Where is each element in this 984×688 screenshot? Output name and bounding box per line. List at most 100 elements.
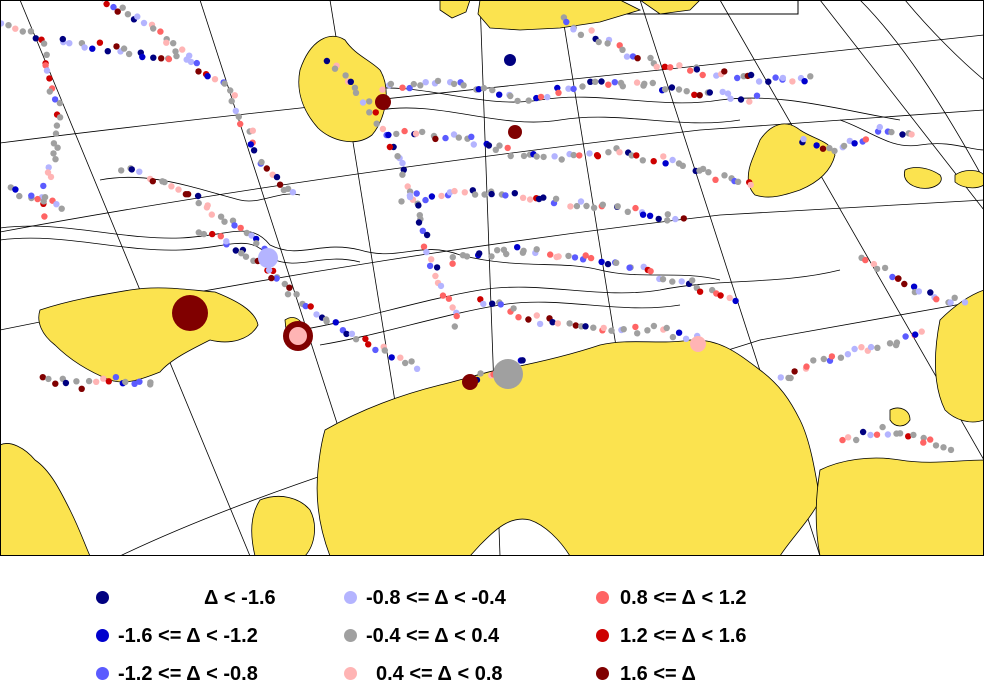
- kolguev-land: [889, 407, 911, 427]
- observation-point: [56, 114, 64, 121]
- observation-point: [46, 88, 53, 95]
- observation-point: [555, 89, 562, 97]
- observation-point: [237, 224, 244, 232]
- observation-point: [789, 78, 796, 85]
- observation-point: [39, 374, 46, 381]
- observation-point: [412, 130, 420, 137]
- observation-point: [394, 153, 401, 160]
- greenland-land: [439, 0, 471, 19]
- observation-point: [342, 72, 349, 79]
- observation-point: [19, 28, 26, 35]
- observation-point: [496, 142, 503, 149]
- observation-point: [577, 31, 585, 38]
- observation-point: [247, 141, 254, 148]
- observation-point: [647, 54, 654, 62]
- observation-point: [204, 73, 211, 80]
- observation-point: [488, 190, 495, 198]
- observation-point: [373, 120, 380, 127]
- observation-point: [289, 189, 297, 196]
- observation-point: [746, 98, 753, 105]
- observation-point: [717, 292, 724, 299]
- observation-point: [619, 46, 626, 53]
- observation-point: [747, 181, 754, 189]
- observation-point: [399, 84, 406, 91]
- observation-point: [128, 166, 135, 173]
- observation-point: [113, 43, 120, 50]
- observation-point: [587, 78, 594, 86]
- observation-point: [616, 149, 623, 156]
- observation-point: [905, 433, 912, 440]
- observation-point: [699, 165, 707, 173]
- observation-point: [352, 89, 360, 97]
- observation-point: [81, 44, 88, 51]
- observation-point: [228, 97, 235, 105]
- svalbard-land: [954, 170, 984, 189]
- observation-point: [40, 40, 48, 47]
- observation-point: [620, 326, 627, 333]
- observation-point: [413, 365, 421, 372]
- map-canvas[interactable]: [0, 0, 984, 556]
- observation-point: [258, 158, 265, 166]
- station-marker: [690, 336, 706, 352]
- observation-point: [619, 83, 626, 90]
- observation-point: [567, 203, 574, 210]
- observation-point: [503, 250, 510, 258]
- observation-point: [536, 320, 544, 328]
- observation-point: [520, 247, 527, 254]
- observation-point: [387, 80, 395, 88]
- observation-point: [683, 88, 690, 95]
- observation-point: [510, 305, 517, 312]
- observation-point: [480, 300, 487, 308]
- observation-point: [514, 244, 521, 251]
- observation-point: [732, 297, 739, 305]
- observation-point: [96, 39, 104, 46]
- observation-point: [540, 194, 547, 201]
- observation-point: [633, 79, 641, 86]
- observation-point: [93, 378, 100, 385]
- observation-point: [423, 231, 431, 239]
- observation-point: [573, 202, 581, 210]
- observation-point: [515, 314, 522, 321]
- observation-point: [249, 127, 256, 134]
- legend-label: Δ < -1.6: [204, 587, 276, 609]
- observation-point: [672, 215, 679, 223]
- observation-point: [307, 303, 314, 310]
- observation-point: [172, 48, 179, 55]
- observation-point: [644, 327, 651, 334]
- observation-point: [41, 213, 48, 220]
- legend-label: 0.4 <= Δ < 0.8: [376, 663, 503, 685]
- observation-point: [124, 11, 132, 18]
- observation-point: [66, 40, 73, 47]
- observation-point: [706, 89, 713, 96]
- observation-point: [583, 202, 590, 210]
- observation-point: [662, 160, 669, 167]
- observation-point: [237, 120, 244, 128]
- observation-point: [901, 280, 908, 288]
- observation-point: [398, 198, 405, 205]
- kola-land: [815, 457, 984, 556]
- observation-point: [791, 368, 798, 375]
- svalbard-land: [747, 123, 836, 198]
- observation-point: [449, 254, 456, 261]
- observation-point: [419, 128, 426, 136]
- observation-point: [386, 143, 394, 151]
- observation-point: [772, 74, 779, 81]
- observation-point: [626, 264, 633, 271]
- observation-point: [442, 134, 449, 142]
- observation-point: [284, 291, 292, 298]
- observation-point: [385, 131, 392, 139]
- observation-point: [362, 335, 369, 343]
- station-marker: [172, 295, 208, 331]
- observation-point: [200, 230, 208, 238]
- observation-point: [719, 88, 726, 96]
- observation-point: [884, 431, 892, 438]
- observation-point: [910, 431, 917, 439]
- observation-point: [632, 204, 639, 212]
- observation-point: [460, 82, 467, 89]
- observation-point: [195, 199, 202, 207]
- observation-point: [193, 59, 200, 67]
- observation-point: [572, 322, 579, 329]
- observation-point: [45, 164, 52, 171]
- observation-point: [488, 253, 495, 260]
- observation-point: [862, 136, 870, 143]
